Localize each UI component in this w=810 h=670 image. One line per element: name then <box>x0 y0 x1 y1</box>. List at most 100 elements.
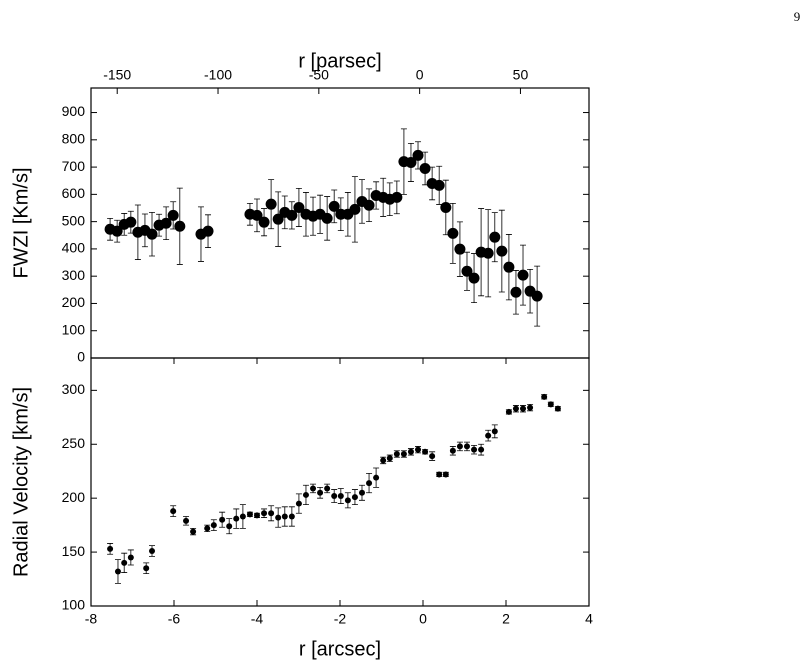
data-point <box>358 489 365 496</box>
y-tick-label: 200 <box>62 294 86 310</box>
data-point <box>324 485 331 492</box>
data-point <box>468 272 480 284</box>
data-point <box>114 568 121 575</box>
data-point <box>349 203 361 215</box>
data-point <box>170 508 177 515</box>
data-point <box>254 512 260 519</box>
data-point <box>233 515 240 522</box>
data-point <box>310 485 317 492</box>
data-point <box>328 200 340 212</box>
data-point <box>429 453 436 460</box>
data-point <box>454 243 466 255</box>
y-tick-label: 200 <box>62 489 86 505</box>
data-point <box>512 405 519 412</box>
data-point <box>510 286 522 298</box>
data-point <box>286 209 298 221</box>
data-point <box>541 393 548 400</box>
y-tick-label: 400 <box>62 240 86 256</box>
data-point <box>174 220 186 232</box>
data-point <box>489 231 501 243</box>
data-point <box>531 290 543 302</box>
data-point <box>246 511 253 518</box>
data-point <box>258 216 270 228</box>
data-point <box>121 559 128 566</box>
x-tick-label: -6 <box>168 611 181 627</box>
data-point <box>125 216 137 228</box>
page-number: 9 <box>794 9 801 24</box>
data-point <box>478 446 485 453</box>
x2-axis-label: r [parsec] <box>298 50 381 72</box>
data-point <box>331 493 338 500</box>
data-point <box>461 265 473 277</box>
data-point <box>366 480 373 487</box>
x-tick-label: 4 <box>585 611 593 627</box>
x-tick-label: -2 <box>334 611 347 627</box>
data-point <box>261 510 268 517</box>
x2-tick-label: -100 <box>204 67 232 83</box>
data-point <box>485 432 492 439</box>
x2-tick-label: 0 <box>416 67 424 83</box>
data-point <box>204 525 211 532</box>
data-point <box>436 471 443 478</box>
x-tick-label: 2 <box>502 611 510 627</box>
data-point <box>183 517 190 524</box>
data-point <box>405 156 417 168</box>
data-point <box>111 225 123 237</box>
data-point <box>391 191 403 203</box>
data-point <box>226 523 233 530</box>
data-point <box>386 455 393 462</box>
y-tick-label: 100 <box>62 597 86 613</box>
data-point <box>251 209 263 221</box>
data-point <box>272 213 284 225</box>
data-point <box>456 443 463 450</box>
data-point <box>447 227 459 239</box>
data-point <box>400 450 407 457</box>
y-tick-label: 900 <box>62 103 86 119</box>
data-point <box>491 428 498 435</box>
data-point <box>149 548 156 555</box>
data-point <box>547 401 554 408</box>
data-point <box>127 554 134 561</box>
data-point <box>380 457 387 464</box>
data-point <box>190 528 197 535</box>
y-tick-label: 300 <box>62 267 86 283</box>
data-point <box>265 198 277 210</box>
data-point <box>344 497 351 504</box>
y-tick-label: 250 <box>62 435 86 451</box>
data-point <box>463 443 470 450</box>
data-point <box>393 450 400 457</box>
data-point <box>268 510 275 517</box>
y-tick-label: 100 <box>62 321 86 337</box>
data-point <box>482 247 494 259</box>
data-point <box>554 405 561 412</box>
x-tick-label: -8 <box>85 611 98 627</box>
data-point <box>471 446 478 453</box>
data-point <box>202 225 214 237</box>
data-point <box>527 404 534 411</box>
y-tick-label: 0 <box>77 349 85 365</box>
x-axis-label: r [arcsec] <box>299 638 381 660</box>
x-tick-label: -4 <box>251 611 264 627</box>
y-tick-label: 800 <box>62 131 86 147</box>
panel-frame <box>90 357 590 607</box>
y-tick-label: 600 <box>62 185 86 201</box>
data-point <box>146 228 158 240</box>
y-tick-label: 150 <box>62 543 86 559</box>
data-point <box>517 269 529 281</box>
data-point <box>143 565 150 572</box>
data-point <box>337 493 344 500</box>
data-point <box>167 209 179 221</box>
data-point <box>107 545 114 552</box>
data-point <box>505 408 512 415</box>
data-point <box>351 494 358 501</box>
x2-tick-label: 50 <box>513 67 529 83</box>
data-point <box>288 513 295 520</box>
y-tick-label: 700 <box>62 158 86 174</box>
data-point <box>239 513 246 520</box>
data-point <box>210 522 217 529</box>
data-point <box>293 201 305 213</box>
data-point <box>219 516 226 523</box>
y-axis-label: Radial Velocity [km/s] <box>10 387 32 577</box>
data-point <box>496 245 508 257</box>
